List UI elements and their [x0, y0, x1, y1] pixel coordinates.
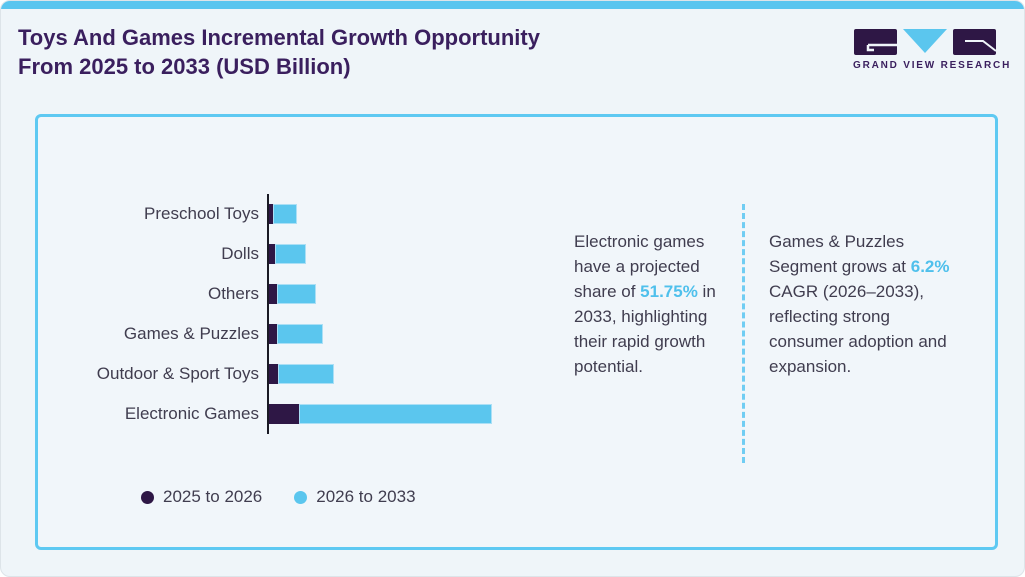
- bar-segment-2025-2026: [269, 284, 277, 304]
- bar-row: Preschool Toys: [38, 194, 598, 234]
- bar-row: Outdoor & Sport Toys: [38, 354, 598, 394]
- category-label: Electronic Games: [124, 404, 259, 423]
- chart-legend: 2025 to 2026 2026 to 2033: [141, 487, 416, 507]
- bar-track: [269, 364, 334, 384]
- callout-text: Games & Puzzles Segment grows at: [769, 232, 911, 276]
- callout-electronic-games: Electronic games have a projected share …: [574, 229, 736, 379]
- callout-highlight-value: 51.75%: [640, 282, 698, 301]
- bar-segment-2025-2026: [269, 364, 278, 384]
- bar-segment-2026-2033: [277, 324, 323, 344]
- bar-row: Electronic Games: [38, 394, 598, 434]
- dashed-divider: [742, 204, 745, 463]
- bar-track: [269, 284, 316, 304]
- y-axis-line: [267, 194, 269, 434]
- logo-text: GRAND VIEW RESEARCH: [853, 60, 1012, 71]
- legend-item-2026-2033: 2026 to 2033: [294, 487, 416, 507]
- chart-panel: Preschool Toys Dolls Others Games & Puzzles…: [35, 114, 998, 550]
- category-label: Preschool Toys: [144, 204, 259, 223]
- category-label: Dolls: [221, 244, 259, 263]
- legend-label: 2025 to 2026: [163, 487, 263, 506]
- bar-segment-2026-2033: [278, 364, 334, 384]
- bar-segment-2025-2026: [269, 324, 277, 344]
- callout-text: CAGR (2026–2033), reflecting strong cons…: [769, 282, 947, 376]
- bar-row: Others: [38, 274, 598, 314]
- bar-rows: Preschool Toys Dolls Others Games & Puzzles…: [38, 194, 598, 434]
- bar-segment-2026-2033: [299, 404, 492, 424]
- callout-text: Electronic games have a projected share …: [574, 232, 705, 301]
- category-label: Games & Puzzles: [123, 324, 259, 343]
- category-label: Outdoor & Sport Toys: [96, 364, 259, 383]
- bar-row: Dolls: [38, 234, 598, 274]
- title-line-2: From 2025 to 2033 (USD Billion): [18, 54, 351, 79]
- callout-text: in 2033, highlighting their rapid growth…: [574, 282, 716, 376]
- bar-segment-2025-2026: [269, 244, 275, 264]
- bar-track: [269, 324, 323, 344]
- bar-segment-2026-2033: [273, 204, 297, 224]
- legend-item-2025-2026: 2025 to 2026: [141, 487, 262, 507]
- page-title: Toys And Games Incremental Growth Opport…: [18, 23, 540, 81]
- bar-segment-2025-2026: [269, 204, 273, 224]
- bar-track: [269, 244, 306, 264]
- legend-label: 2026 to 2033: [316, 487, 416, 506]
- bar-track: [269, 404, 492, 424]
- grand-view-research-logo: GRAND VIEW RESEARCH: [853, 29, 1012, 71]
- title-line-1: Toys And Games Incremental Growth Opport…: [18, 25, 540, 50]
- legend-dot-blue-icon: [294, 490, 308, 504]
- top-accent-bar: [1, 1, 1024, 9]
- bar-segment-2026-2033: [275, 244, 306, 264]
- legend-dot-dark-icon: [141, 490, 154, 504]
- gvr-logo-icon: [854, 29, 997, 55]
- bar-segment-2026-2033: [277, 284, 316, 304]
- bar-segment-2025-2026: [269, 404, 299, 424]
- callout-games-puzzles: Games & Puzzles Segment grows at 6.2% CA…: [769, 229, 969, 379]
- bar-row: Games & Puzzles: [38, 314, 598, 354]
- callout-highlight-value: 6.2%: [910, 257, 950, 276]
- category-label: Others: [207, 284, 259, 303]
- bar-track: [269, 204, 297, 224]
